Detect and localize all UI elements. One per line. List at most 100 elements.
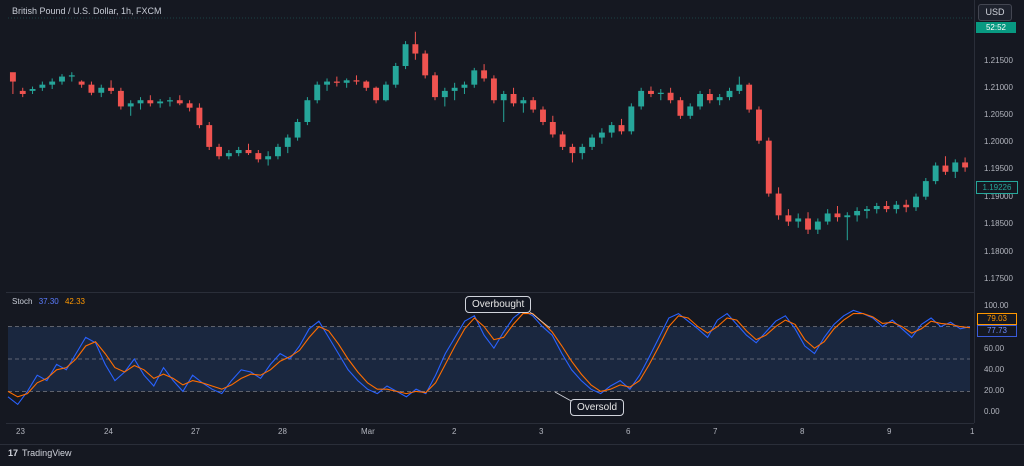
candle-body: [412, 44, 419, 54]
candle-body: [29, 89, 36, 91]
candle-body: [844, 215, 851, 218]
candle-body: [883, 206, 890, 210]
candle-body: [39, 84, 46, 88]
candle-body: [117, 90, 124, 107]
price-label: 1.18500: [984, 219, 1013, 228]
candle-body: [667, 92, 674, 101]
candle-body: [373, 87, 380, 101]
price-axis[interactable]: [974, 0, 1024, 423]
candle-body: [451, 87, 458, 91]
candle-body: [68, 75, 75, 77]
candle-body: [216, 146, 222, 157]
candle-body: [608, 125, 615, 133]
candle-body: [176, 100, 183, 104]
tv-icon: 17: [8, 448, 19, 458]
candle-body: [628, 106, 635, 132]
candle-body: [648, 90, 654, 94]
candle-body: [9, 72, 16, 82]
candle-body: [814, 221, 821, 230]
oscillator-label: 0.00: [984, 407, 1000, 416]
candle-body: [952, 162, 959, 172]
stochastic-k-badge: 79.03: [977, 313, 1017, 325]
candle-body: [333, 81, 340, 83]
candle-body: [863, 209, 870, 211]
candle-body: [382, 84, 389, 101]
candle-body: [618, 125, 625, 132]
stochastic-name: Stoch: [12, 297, 33, 306]
candle-body: [147, 100, 154, 104]
candle-body: [284, 137, 291, 147]
price-label: 1.18000: [984, 247, 1013, 256]
candle-body: [196, 107, 203, 126]
candle-body: [746, 84, 753, 110]
price-label: 1.19000: [984, 192, 1013, 201]
candle-body: [245, 150, 252, 154]
candle-body: [353, 80, 360, 82]
time-label: 7: [713, 427, 718, 436]
candle-body: [893, 204, 900, 210]
candle-body: [314, 84, 321, 101]
price-label: 1.21500: [984, 56, 1013, 65]
candle-body: [275, 146, 281, 157]
candle-body: [343, 80, 350, 83]
stochastic-legend[interactable]: Stoch 37.30 42.33: [12, 297, 89, 306]
candle-body: [88, 84, 95, 93]
oscillator-label: 60.00: [984, 344, 1005, 353]
candle-body: [598, 132, 605, 138]
symbol-title[interactable]: British Pound / U.S. Dollar, 1h, FXCM: [12, 6, 162, 16]
bar-countdown-badge: 52:52: [976, 22, 1016, 33]
time-axis[interactable]: [6, 423, 974, 444]
candle-body: [697, 94, 703, 107]
candle-body: [500, 94, 507, 101]
candle-body: [304, 100, 311, 122]
candle-body: [265, 156, 272, 160]
candle-body: [706, 94, 713, 101]
candle-body: [785, 215, 792, 222]
candle-body: [363, 81, 370, 88]
tradingview-logo[interactable]: 17 TradingView: [8, 448, 72, 458]
candle-body: [471, 70, 478, 85]
candle-body: [432, 75, 438, 98]
candle-body: [589, 137, 596, 147]
oscillator-label: 100.00: [984, 301, 1009, 310]
candle-body: [824, 213, 831, 222]
candle-body: [235, 150, 242, 154]
time-label: 28: [278, 427, 287, 436]
stochastic-d-value: 42.33: [64, 297, 85, 306]
time-label: 23: [16, 427, 25, 436]
time-label: 1: [970, 427, 975, 436]
oversold-callout: Oversold: [570, 399, 625, 416]
candle-body: [49, 81, 56, 85]
currency-button[interactable]: USD: [978, 4, 1012, 21]
candle-body: [441, 90, 448, 98]
candle-body: [579, 146, 586, 154]
candle-body: [206, 125, 213, 147]
time-label: 8: [800, 427, 805, 436]
time-label: 6: [626, 427, 631, 436]
candle-body: [255, 153, 262, 160]
candle-body: [962, 162, 969, 168]
candle-body: [805, 218, 811, 230]
stochastic-k-value: 37.30: [38, 297, 59, 306]
candle-body: [834, 213, 841, 218]
candle-body: [294, 122, 301, 138]
candle-body: [638, 90, 645, 107]
price-pane[interactable]: [6, 0, 974, 293]
candle-body: [167, 100, 173, 102]
price-label: 1.19500: [984, 164, 1013, 173]
candle-body: [186, 103, 193, 108]
candle-body: [657, 92, 664, 94]
candle-body: [726, 90, 733, 98]
current-price-badge: 1.19226: [976, 181, 1018, 194]
price-label: 1.21000: [984, 83, 1013, 92]
stochastic-d-line: [7, 313, 971, 398]
candle-body: [765, 140, 772, 194]
candle-body: [137, 100, 144, 104]
candle-body: [569, 146, 576, 154]
candle-body: [225, 153, 232, 157]
candle-body: [677, 100, 684, 116]
candle-body: [716, 97, 723, 101]
candle-body: [559, 134, 566, 147]
candle-body: [510, 94, 517, 104]
